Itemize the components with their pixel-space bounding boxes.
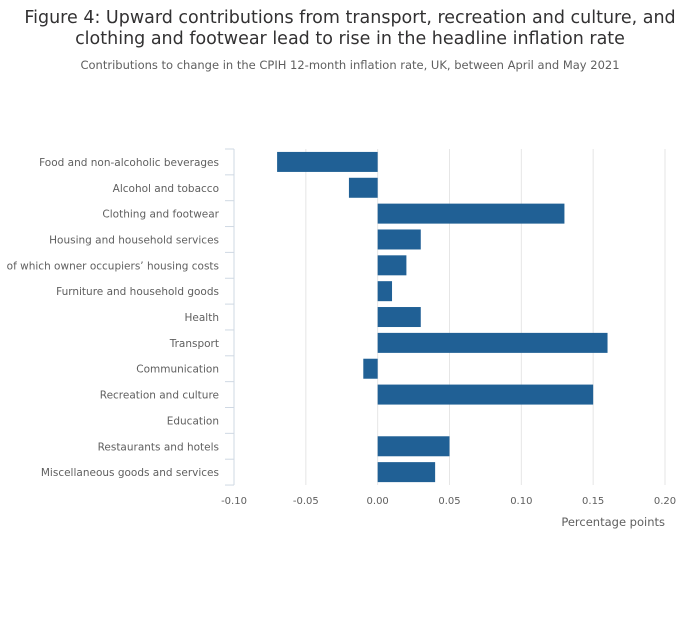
category-label: Transport [169,338,219,350]
x-axis-title: Percentage points [561,515,665,529]
x-axis-ticks: -0.10 -0.05 0.00 0.05 0.10 0.15 0.20 [221,496,676,507]
chart-title-line-2: clothing and footwear lead to rise in th… [75,29,625,49]
bar[interactable] [377,462,436,483]
x-tick-label: 0.10 [510,496,532,507]
bars [277,151,608,483]
bar[interactable] [377,332,608,353]
category-label: Restaurants and hotels [98,441,219,453]
bar[interactable] [277,151,378,172]
category-label: Clothing and footwear [102,209,219,221]
chart-title: Figure 4: Upward contributions from tran… [0,8,700,50]
category-label: of which owner occupiers’ housing costs [7,260,219,272]
x-tick-label: 0.05 [438,496,460,507]
bar[interactable] [348,177,378,198]
category-label: Housing and household services [49,234,219,246]
category-label: Food and non-alcoholic beverages [39,157,219,169]
bar[interactable] [363,358,378,379]
chart-title-line-1: Figure 4: Upward contributions from tran… [24,8,676,28]
category-label: Alcohol and tobacco [113,183,219,195]
category-label: Miscellaneous goods and services [41,467,219,479]
category-label: Communication [136,364,219,376]
x-tick-label: -0.10 [221,496,247,507]
y-axis: Food and non-alcoholic beverages Alcohol … [7,148,235,486]
bar[interactable] [377,255,407,276]
x-tick-label: 0.15 [582,496,604,507]
category-label: Recreation and culture [100,390,219,402]
category-label: Education [167,415,219,427]
bar[interactable] [377,229,421,250]
chart-subtitle: Contributions to change in the CPIH 12-m… [80,58,620,72]
bar[interactable] [377,281,393,302]
bar[interactable] [377,436,450,457]
bar[interactable] [377,384,594,405]
x-tick-label: -0.05 [293,496,319,507]
category-label: Health [185,312,219,324]
x-tick-label: 0.00 [367,496,389,507]
category-label: Furniture and household goods [56,286,219,298]
x-tick-label: 0.20 [654,496,676,507]
gridlines [305,149,666,486]
bar[interactable] [377,307,421,328]
bar[interactable] [377,203,565,224]
